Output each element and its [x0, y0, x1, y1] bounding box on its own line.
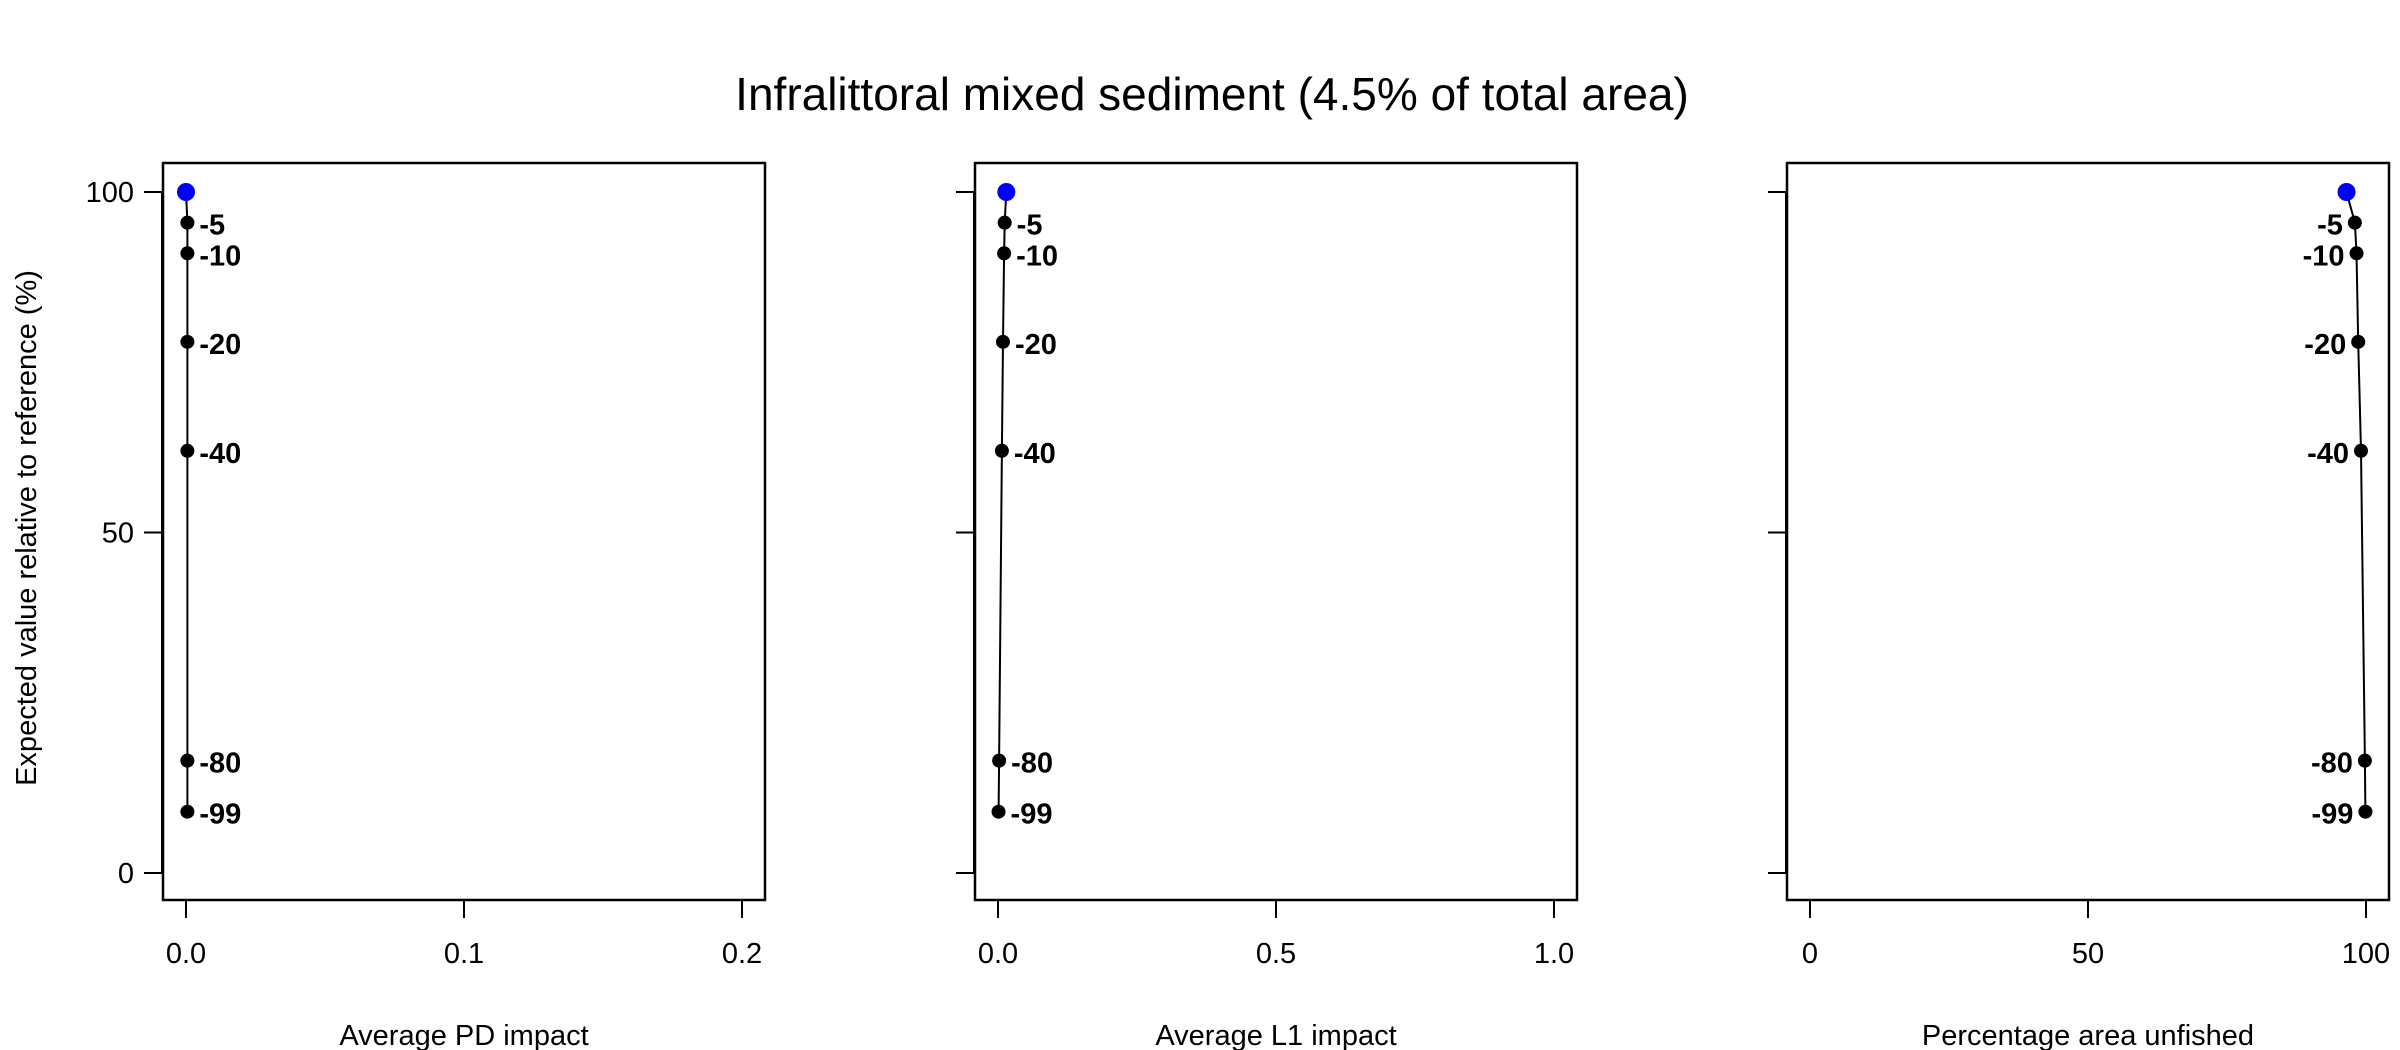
- point-label: -99: [1011, 799, 1053, 831]
- reference-point: [997, 183, 1016, 201]
- x-tick-label: 1.0: [1534, 938, 1574, 970]
- data-point: [180, 443, 195, 458]
- point-label: -20: [199, 329, 241, 361]
- y-axis-label: Expected value relative to reference (%): [11, 270, 43, 786]
- plot-frame: [1785, 161, 2391, 902]
- point-label: -5: [199, 210, 225, 242]
- data-point: [996, 334, 1011, 349]
- point-label: -5: [1017, 210, 1043, 242]
- x-axis-label: Percentage area unfished: [1922, 1020, 2254, 1050]
- data-point: [994, 443, 1009, 458]
- point-label: -5: [2317, 210, 2343, 242]
- point-label: -99: [2312, 799, 2354, 831]
- point-label: -20: [2304, 329, 2346, 361]
- x-tick-label: 0.0: [978, 938, 1018, 970]
- x-tick-label: 0.5: [1256, 938, 1296, 970]
- series-line: [185, 191, 189, 812]
- point-label: -20: [1015, 329, 1057, 361]
- point-label: -40: [199, 438, 241, 470]
- point-label: -80: [1011, 748, 1053, 780]
- reference-point: [177, 183, 195, 201]
- series-line: [2345, 191, 2367, 812]
- data-point: [991, 804, 1006, 819]
- data-point: [180, 246, 195, 261]
- chart-title: Infralittoral mixed sediment (4.5% of to…: [735, 68, 1689, 120]
- y-tick-label: 0: [118, 858, 134, 890]
- panel-1: 0.0 0.1 0.2 0 50 100 Average PD impact -5-10 -20…: [86, 161, 767, 1050]
- data-point: [2353, 443, 2368, 458]
- point-label: -10: [2303, 240, 2345, 272]
- point-label: -10: [199, 240, 241, 272]
- plot-frame: [161, 161, 767, 902]
- data-point: [180, 804, 195, 819]
- x-tick-label: 0.1: [444, 938, 484, 970]
- panel-2: 0.0 0.5 1.0 Average L1 impact -5-10 -20 -40 -80…: [956, 161, 1579, 1050]
- data-point: [997, 246, 1012, 261]
- reference-point: [2337, 183, 2356, 201]
- x-tick-label: 50: [2072, 938, 2104, 970]
- data-point: [180, 753, 195, 768]
- plot-frame: [973, 161, 1579, 902]
- x-axis-label: Average L1 impact: [1155, 1020, 1396, 1050]
- point-label: -40: [1014, 438, 1056, 470]
- x-axis-label: Average PD impact: [339, 1020, 588, 1050]
- data-point: [180, 334, 195, 349]
- y-tick-label: 100: [86, 177, 134, 209]
- point-label: -80: [2311, 748, 2353, 780]
- data-point: [180, 215, 195, 230]
- data-point: [2347, 215, 2362, 230]
- series-line: [997, 191, 1008, 812]
- data-point: [997, 215, 1012, 230]
- x-tick-label: 0.0: [166, 938, 206, 970]
- data-point: [2351, 334, 2366, 349]
- data-point: [2358, 804, 2373, 819]
- data-point: [2357, 753, 2372, 768]
- panel-3: 0 50 100 Percentage area unfished -5-10 -20 -4…: [1768, 161, 2391, 1050]
- x-tick-label: 0: [1802, 938, 1818, 970]
- point-label: -40: [2307, 438, 2349, 470]
- x-tick-label: 0.2: [722, 938, 762, 970]
- data-point: [992, 753, 1007, 768]
- y-tick-label: 50: [102, 518, 134, 550]
- point-label: -99: [199, 799, 241, 831]
- x-tick-label: 100: [2342, 938, 2390, 970]
- point-label: -80: [199, 748, 241, 780]
- data-point: [2349, 246, 2364, 261]
- point-label: -10: [1016, 240, 1058, 272]
